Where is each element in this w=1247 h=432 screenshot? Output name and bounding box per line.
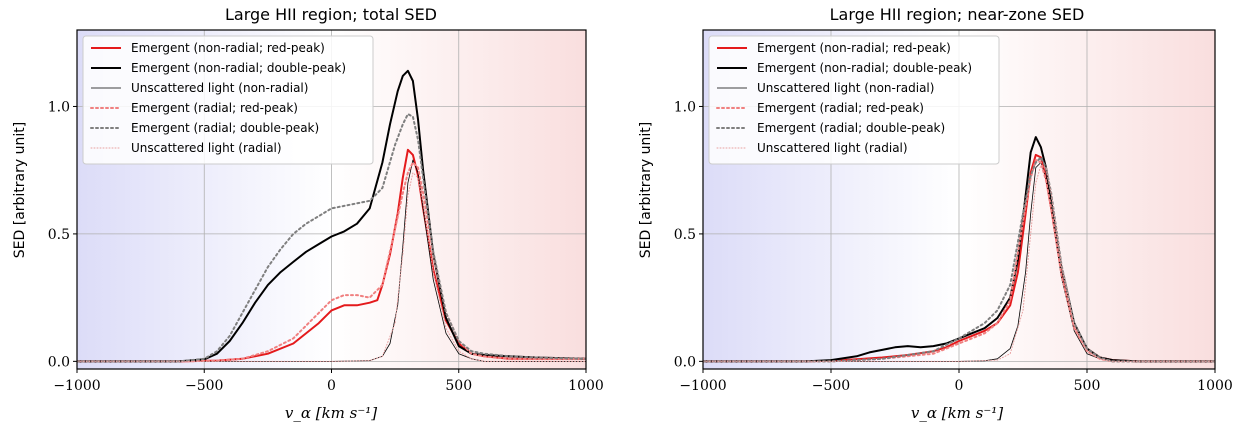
y-tick-label: 0.0 [48, 354, 70, 370]
y-tick-label: 0.5 [48, 227, 70, 243]
chart-total-sed: Large HII region; total SED SED [arbitra… [12, 5, 604, 422]
y-tick-label: 0.0 [674, 354, 696, 370]
y-axis-label: SED [arbitrary unit] [12, 122, 28, 258]
series-line-4 [703, 156, 1215, 363]
x-axis-label: v_α [km s⁻¹] [911, 404, 1003, 422]
chart-title: Large HII region; near-zone SED [830, 5, 1085, 24]
x-tick-label: 500 [1074, 378, 1101, 394]
series-line-5 [703, 164, 1215, 362]
series-line-3 [77, 161, 586, 363]
legend-label: Emergent (radial; red-peak) [131, 101, 298, 115]
x-tick-label: −500 [812, 378, 850, 394]
series-line-1 [77, 69, 586, 363]
legend-label: Emergent (radial; red-peak) [757, 101, 924, 115]
legend-label: Unscattered light (non-radial) [757, 81, 934, 95]
x-tick-label: 1000 [568, 378, 604, 394]
x-tick-label: 0 [955, 378, 964, 394]
legend-box [82, 35, 374, 165]
series-line-2 [703, 162, 1215, 362]
legend-label: Emergent (non-radial; double-peak) [131, 61, 346, 75]
legend-label: Emergent (non-radial; red-peak) [131, 41, 325, 55]
x-tick-label: 500 [445, 378, 472, 394]
x-axis-label: v_α [km s⁻¹] [285, 404, 377, 422]
y-tick-label: 1.0 [48, 99, 70, 115]
legend-label: Emergent (non-radial; red-peak) [757, 41, 951, 55]
x-tick-label: 1000 [1197, 378, 1233, 394]
series-line-4 [77, 113, 586, 363]
chart-near-zone-sed: Large HII region; near-zone SED SED [arb… [638, 5, 1233, 422]
chart-title: Large HII region; total SED [225, 5, 437, 24]
legend-label: Emergent (radial; double-peak) [757, 121, 945, 135]
legend-label: Unscattered light (radial) [757, 141, 908, 155]
legend-label: Emergent (radial; double-peak) [131, 121, 319, 135]
legend-label: Emergent (non-radial; double-peak) [757, 61, 972, 75]
legend-label: Unscattered light (radial) [131, 141, 282, 155]
x-tick-label: 0 [327, 378, 336, 394]
y-tick-label: 1.0 [674, 99, 696, 115]
y-tick-label: 0.5 [674, 227, 696, 243]
series-group [77, 69, 586, 363]
x-tick-label: −500 [185, 378, 223, 394]
y-axis-label: SED [arbitrary unit] [638, 122, 654, 258]
series-line-5 [77, 172, 586, 362]
x-tick-label: −1000 [53, 378, 100, 394]
x-tick-label: −1000 [679, 378, 726, 394]
legend-label: Unscattered light (non-radial) [131, 81, 308, 95]
series-group [703, 136, 1215, 363]
legend-box [708, 35, 1000, 165]
series-line-2 [77, 159, 586, 362]
